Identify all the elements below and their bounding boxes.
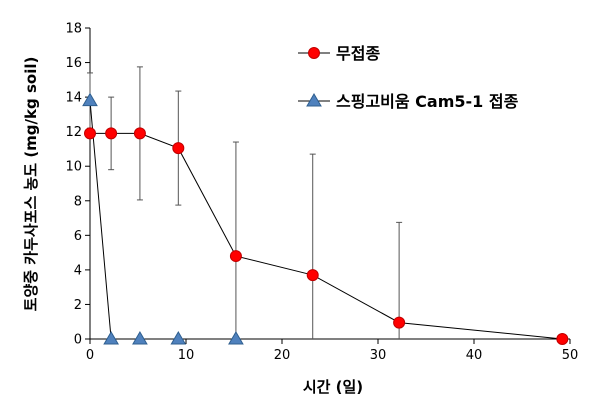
legend-marker-series-1 — [308, 47, 320, 59]
data-point-series-1 — [172, 142, 185, 155]
y-tick-label: 14 — [65, 91, 82, 106]
data-point-series-2 — [103, 331, 119, 345]
chart-marks — [82, 66, 569, 345]
x-tick-label: 10 — [178, 348, 195, 363]
data-point-series-1 — [229, 250, 242, 263]
data-point-series-1 — [556, 333, 569, 345]
x-tick-label: 40 — [466, 348, 483, 363]
y-tick-label: 12 — [65, 125, 82, 140]
x-tick-label: 30 — [370, 348, 387, 363]
x-tick-label: 20 — [274, 348, 291, 363]
y-tick-label: 2 — [74, 298, 82, 313]
legend-label-series-2: 스핑고비움 Cam5-1 접종 — [336, 92, 519, 111]
data-point-series-2 — [228, 331, 244, 345]
y-tick-label: 18 — [65, 22, 82, 37]
data-point-series-2 — [82, 92, 98, 107]
legend: 무접종 스핑고비움 Cam5-1 접종 — [298, 44, 519, 111]
x-tick-label: 0 — [86, 348, 94, 363]
series-line-1 — [90, 132, 563, 340]
data-point-series-1 — [105, 127, 118, 140]
y-tick-label: 10 — [65, 160, 82, 175]
x-tick-label: 50 — [562, 348, 579, 363]
data-point-series-2 — [132, 331, 148, 345]
y-tick-label: 16 — [65, 56, 82, 71]
x-axis-label: 시간 (일) — [303, 378, 363, 396]
data-point-series-1 — [84, 127, 96, 140]
legend-marker-series-2 — [306, 93, 322, 107]
data-point-series-2 — [170, 331, 187, 345]
y-tick-label: 6 — [74, 229, 82, 244]
data-point-series-1 — [306, 269, 319, 282]
data-point-series-1 — [133, 127, 146, 140]
y-tick-label: 0 — [74, 333, 82, 348]
y-tick-label: 4 — [74, 263, 82, 278]
y-tick-label: 8 — [74, 194, 82, 209]
data-point-series-1 — [393, 316, 406, 329]
plot-area: 0 2 4 6 8 10 12 14 16 18 0 10 20 30 40 50 — [65, 22, 578, 364]
y-axis-label: 토양중 카두사포스 농도 (mg/kg soil) — [22, 57, 40, 312]
legend-label-series-1: 무접종 — [336, 44, 380, 63]
